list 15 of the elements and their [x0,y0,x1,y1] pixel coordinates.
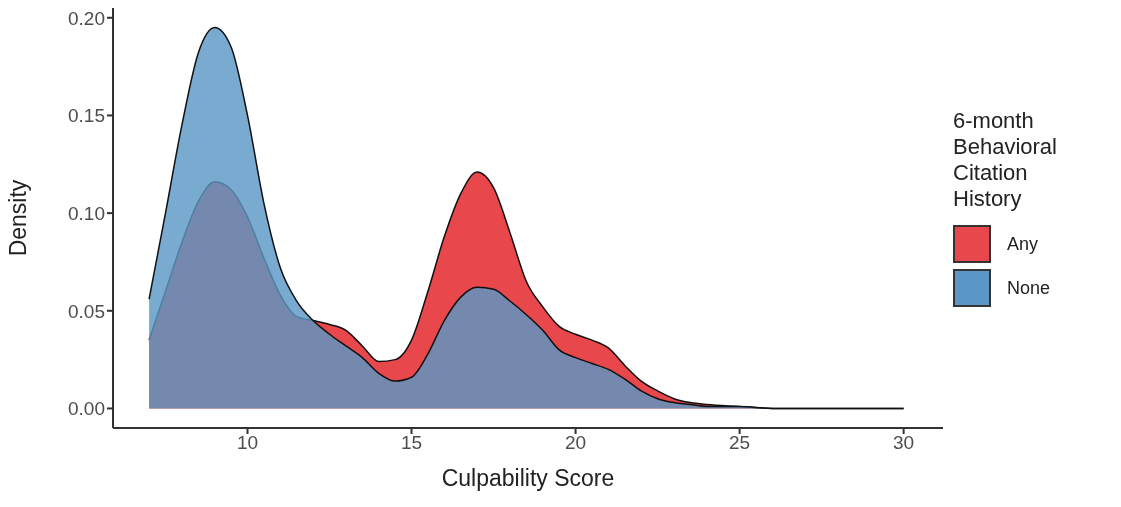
x-tick-label: 20 [565,432,587,454]
y-tick-label: 0.20 [68,7,105,29]
x-tick-label: 25 [729,432,751,454]
y-axis-title: Density [5,179,32,257]
y-tick-label: 0.10 [68,202,105,224]
legend-label: Any [1007,233,1039,255]
x-tick-label: 30 [893,432,915,454]
y-tick-label: 0.00 [68,398,105,420]
y-tick-label: 0.05 [68,300,105,322]
legend-title: 6-month Behavioral Citation History [953,108,1058,212]
y-tick-label: 0.15 [68,105,105,127]
x-axis-title: Culpability Score [441,465,615,491]
x-tick-label: 15 [400,432,423,454]
legend-label: None [1007,277,1051,299]
x-tick-label: 10 [236,432,259,454]
